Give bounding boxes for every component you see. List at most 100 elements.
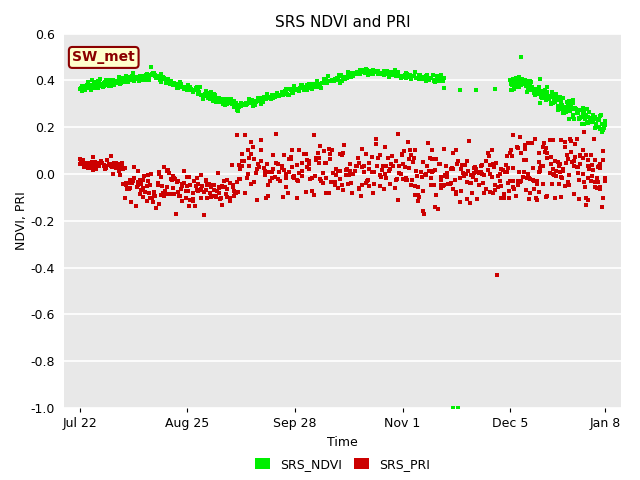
Point [525, 78, 535, 85]
Point [158, 190, 168, 197]
Point [163, 167, 173, 174]
Point [246, 99, 256, 107]
Point [580, 201, 591, 209]
Point [232, 178, 243, 186]
Point [212, 96, 222, 104]
Point [473, 168, 483, 176]
Point [538, 87, 548, 95]
Point [346, 160, 356, 168]
Point [395, 72, 405, 80]
Point [577, 170, 588, 178]
Point [259, 93, 269, 100]
Point [88, 167, 98, 174]
Point [244, 97, 255, 105]
Point [328, 76, 338, 84]
Point [260, 94, 270, 102]
Point [104, 82, 114, 89]
Point [359, 168, 369, 176]
Point [257, 95, 267, 103]
Point [339, 141, 349, 149]
Point [275, 177, 285, 185]
Point [316, 84, 326, 92]
Point [404, 165, 414, 172]
Point [221, 100, 232, 108]
Point [315, 175, 325, 183]
Point [422, 162, 432, 169]
Point [162, 79, 172, 86]
Point [174, 82, 184, 89]
Point [356, 163, 367, 171]
Point [563, 178, 573, 185]
Point [189, 87, 200, 95]
Point [553, 103, 563, 110]
Point [447, 164, 457, 172]
Point [531, 85, 541, 93]
Point [166, 78, 177, 85]
Point [383, 154, 394, 162]
Point [529, 185, 540, 192]
Point [227, 183, 237, 191]
Point [394, 169, 404, 177]
Point [297, 82, 307, 89]
Point [495, 178, 505, 185]
Point [518, 80, 528, 88]
Point [531, 87, 541, 95]
Point [380, 70, 390, 78]
Point [301, 188, 311, 195]
Point [164, 78, 174, 86]
Point [392, 197, 403, 204]
Point [249, 100, 259, 108]
Point [403, 71, 413, 78]
Point [361, 150, 371, 157]
Point [587, 114, 597, 121]
Point [166, 79, 176, 87]
Point [122, 77, 132, 84]
Point [518, 80, 529, 87]
Point [118, 74, 129, 82]
Point [362, 177, 372, 184]
Point [407, 72, 417, 80]
Point [399, 73, 409, 81]
Point [369, 180, 380, 187]
Point [509, 80, 520, 88]
Point [170, 81, 180, 89]
Point [102, 156, 112, 164]
Point [574, 115, 584, 122]
Point [190, 202, 200, 210]
Point [234, 161, 244, 168]
Point [179, 167, 189, 174]
Point [310, 155, 321, 162]
Point [150, 204, 161, 212]
Point [278, 193, 288, 201]
Point [554, 180, 564, 188]
Point [565, 135, 575, 143]
Point [196, 91, 206, 98]
Point [431, 76, 442, 84]
Point [304, 165, 314, 172]
Point [477, 179, 488, 187]
Point [341, 74, 351, 82]
Point [568, 157, 579, 165]
Point [75, 85, 85, 93]
Point [112, 161, 122, 168]
Point [600, 177, 611, 185]
Point [307, 85, 317, 93]
Point [586, 116, 596, 123]
Point [179, 179, 189, 187]
Point [228, 187, 239, 195]
Point [172, 178, 182, 185]
Point [97, 159, 108, 167]
Point [481, 157, 491, 165]
Point [81, 84, 91, 91]
Point [291, 84, 301, 92]
Point [139, 73, 149, 81]
Point [108, 169, 118, 177]
Point [572, 109, 582, 117]
Point [94, 79, 104, 87]
Point [234, 175, 244, 182]
Point [593, 163, 603, 171]
Point [188, 88, 198, 96]
Point [331, 171, 341, 179]
Point [399, 147, 409, 155]
Point [111, 164, 121, 172]
